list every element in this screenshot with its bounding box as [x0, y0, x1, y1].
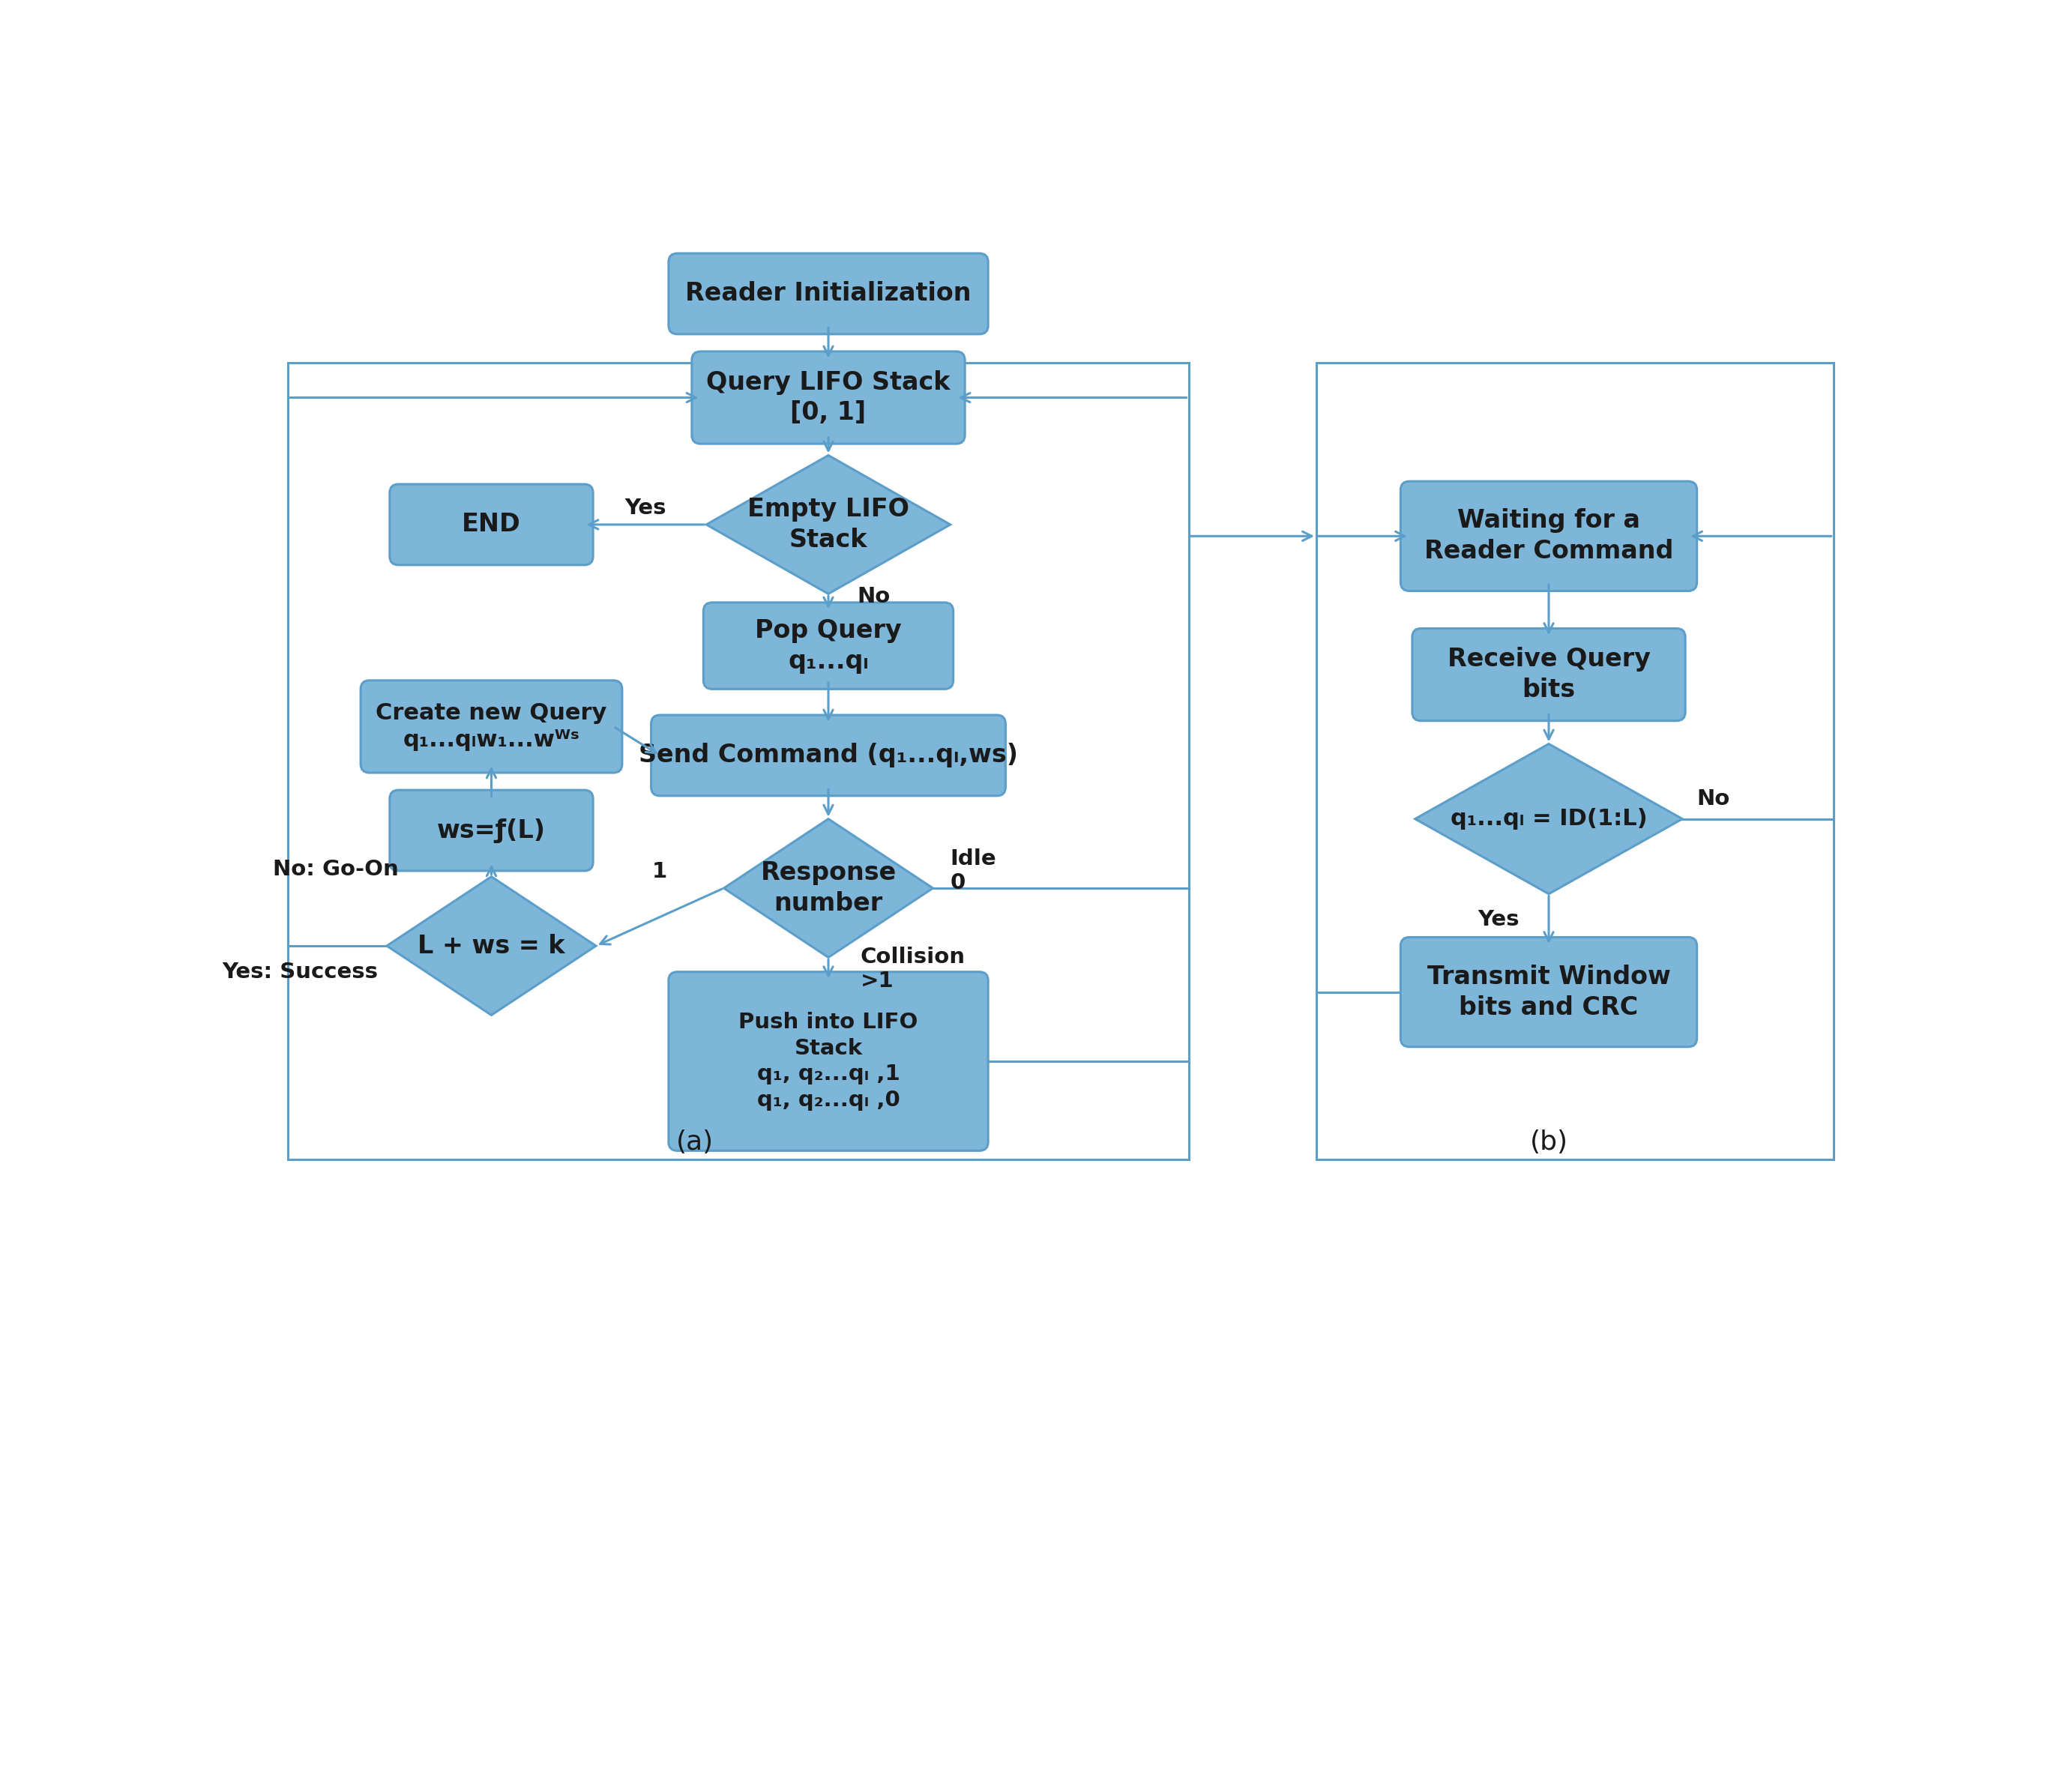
Text: Empty LIFO
Stack: Empty LIFO Stack	[748, 497, 910, 553]
Text: Response
number: Response number	[760, 861, 897, 916]
FancyBboxPatch shape	[1401, 937, 1697, 1047]
Text: Receive Query
bits: Receive Query bits	[1446, 648, 1649, 703]
Text: Reader Initialization: Reader Initialization	[686, 281, 972, 306]
Text: q₁...qₗ = ID(1:L): q₁...qₗ = ID(1:L)	[1450, 809, 1647, 830]
Text: Yes: Yes	[1477, 909, 1519, 930]
Text: Transmit Window
bits and CRC: Transmit Window bits and CRC	[1428, 964, 1670, 1020]
Text: Collision
>1: Collision >1	[860, 946, 966, 991]
Text: Push into LIFO
Stack
q₁, q₂...qₗ ,1
q₁, q₂...qₗ ,0: Push into LIFO Stack q₁, q₂...qₗ ,1 q₁, …	[738, 1013, 918, 1111]
Bar	[288, 363, 1189, 1159]
Text: 1: 1	[653, 862, 667, 882]
FancyBboxPatch shape	[669, 254, 988, 335]
FancyBboxPatch shape	[669, 971, 988, 1150]
Text: Query LIFO Stack
[0, 1]: Query LIFO Stack [0, 1]	[707, 370, 951, 426]
Text: No: No	[858, 587, 891, 606]
FancyBboxPatch shape	[390, 791, 593, 871]
FancyBboxPatch shape	[1401, 481, 1697, 590]
Polygon shape	[387, 877, 597, 1014]
Text: Idle
0: Idle 0	[951, 848, 997, 893]
FancyBboxPatch shape	[1413, 628, 1685, 721]
Bar	[1316, 363, 1834, 1159]
Polygon shape	[1415, 744, 1682, 894]
Text: Pop Query
q₁...qₗ: Pop Query q₁...qₗ	[754, 619, 901, 673]
Polygon shape	[707, 456, 951, 594]
Text: No: No	[1697, 789, 1730, 809]
Text: (b): (b)	[1529, 1129, 1569, 1156]
Text: END: END	[462, 512, 520, 537]
Text: Waiting for a
Reader Command: Waiting for a Reader Command	[1423, 508, 1674, 564]
Text: Create new Query
q₁...qₗw₁...wᵂˢ: Create new Query q₁...qₗw₁...wᵂˢ	[375, 703, 607, 751]
Text: ws=ƒ(L): ws=ƒ(L)	[437, 818, 545, 843]
Polygon shape	[723, 819, 932, 957]
FancyBboxPatch shape	[390, 485, 593, 565]
FancyBboxPatch shape	[702, 603, 953, 689]
Text: Yes: Success: Yes: Success	[222, 961, 377, 982]
Text: Send Command (q₁...qₗ,ws): Send Command (q₁...qₗ,ws)	[638, 742, 1017, 767]
Text: L + ws = k: L + ws = k	[419, 934, 566, 959]
Text: No: Go-On: No: Go-On	[274, 859, 398, 880]
FancyBboxPatch shape	[651, 716, 1005, 796]
FancyBboxPatch shape	[361, 680, 622, 773]
Text: (a): (a)	[675, 1129, 713, 1156]
Text: Yes: Yes	[624, 497, 665, 519]
FancyBboxPatch shape	[692, 351, 966, 444]
